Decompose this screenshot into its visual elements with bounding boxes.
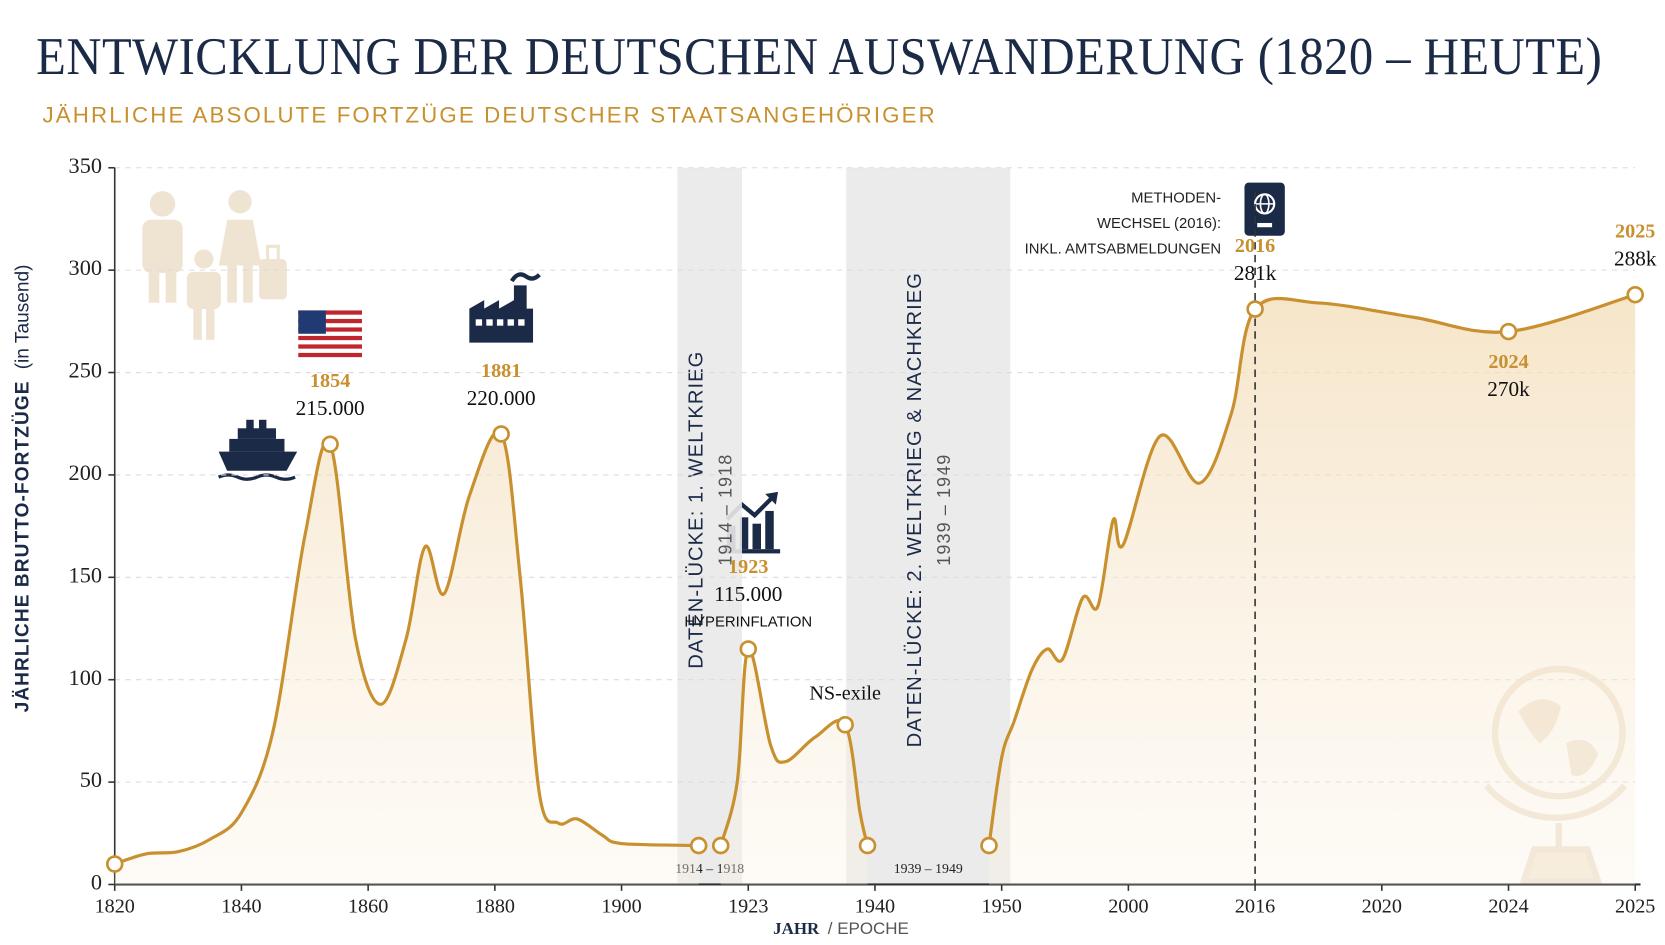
annotation-year: 2024 — [1488, 351, 1528, 373]
y-axis-title: JÄHRLICHE BRUTTO-FORTZÜGE (in Tausend) — [12, 264, 34, 712]
gap-label: DATEN-LÜCKE: 2. WELTKRIEG & NACHKRIEG — [904, 272, 926, 747]
annotation-year: 2025 — [1615, 221, 1655, 243]
annotation-value: 270k — [1487, 377, 1530, 401]
marker — [105, 855, 124, 873]
x-tick-label: 1840 — [221, 895, 261, 917]
x-tick-label: 2016 — [1235, 895, 1275, 917]
x-tick-label: 2024 — [1488, 895, 1528, 917]
area — [114, 294, 1636, 885]
x-tick-label: 1950 — [982, 895, 1022, 917]
gap-band — [846, 167, 1011, 885]
gap-band — [677, 167, 742, 885]
flag-icon — [298, 310, 362, 358]
x-tick-label: 1923 — [728, 895, 768, 917]
marker — [1626, 285, 1644, 304]
marker — [1246, 300, 1264, 318]
marker — [1499, 322, 1518, 341]
gap-range-label: 1939 – 1949 — [934, 454, 954, 566]
plot-area: DATEN-LÜCKE: 1. WELTKRIEG 1914 – 19181914… — [69, 153, 1657, 918]
x-tick-label: 2025 — [1615, 895, 1655, 917]
ship-icon — [217, 419, 298, 481]
x-tick-label: 1820 — [95, 895, 135, 917]
marker — [492, 425, 510, 443]
marker — [836, 715, 854, 734]
marker — [858, 836, 877, 855]
annotation-value: 281k — [1234, 261, 1277, 285]
x-tick-label: 1860 — [348, 895, 388, 917]
annotation-value: 115.000 — [714, 582, 782, 606]
gap-label: DATEN-LÜCKE: 1. WELTKRIEG — [685, 351, 707, 669]
x-tick-label: 2020 — [1362, 895, 1402, 917]
x-tick-label: 2000 — [1108, 895, 1148, 917]
annotation-year: 2016 — [1235, 235, 1275, 257]
annotation-note: HYPERINFLATION — [684, 614, 812, 630]
annotation-value: 288k — [1614, 247, 1657, 271]
annotation-value: 215.000 — [296, 396, 365, 420]
factory-icon — [469, 272, 541, 343]
x-axis-title: JAHR / EPOCHE — [773, 919, 909, 939]
passport-icon — [1244, 182, 1285, 236]
line — [114, 293, 1636, 866]
marker — [321, 435, 339, 453]
gap-range-axis-label: 1939 – 1949 — [894, 861, 963, 876]
chart-subtitle: JÄHRLICHE ABSOLUTE FORTZÜGE DEUTSCHER ST… — [43, 103, 937, 128]
y-tick-label: 200 — [69, 460, 102, 485]
y-tick-label: 300 — [69, 255, 102, 280]
x-tick-label: 1900 — [601, 895, 641, 917]
annotation-year: 1881 — [481, 360, 521, 382]
x-axis-label: JAHR — [773, 919, 820, 938]
y-axis-unit: (in Tausend) — [12, 264, 33, 369]
y-tick-label: 250 — [69, 358, 102, 383]
y-axis-label: JÄHRLICHE BRUTTO-FORTZÜGE — [12, 380, 33, 712]
x-tick-label: 1880 — [475, 895, 515, 917]
gap-range-label: 1914 – 1918 — [715, 454, 735, 566]
annotation-note: NS-exile — [809, 683, 881, 705]
marker — [689, 836, 708, 855]
marker — [980, 836, 998, 855]
marker — [711, 836, 730, 855]
marker — [739, 640, 758, 658]
y-tick-label: 350 — [69, 153, 102, 178]
y-tick-label: 50 — [80, 767, 102, 792]
method-change-label: INKL. AMTSABMELDUNGEN — [1025, 241, 1222, 257]
chart-title: ENTWICKLUNG DER DEUTSCHEN AUSWANDERUNG (… — [36, 28, 1602, 86]
y-tick-label: 100 — [69, 665, 102, 690]
y-tick-label: 150 — [69, 562, 102, 587]
people-icon — [142, 190, 287, 340]
method-change-label: WECHSEL (2016): — [1097, 216, 1221, 232]
y-tick-label: 0 — [91, 870, 102, 895]
x-tick-label: 1940 — [855, 895, 895, 917]
method-change-label: METHODEN- — [1131, 190, 1221, 206]
annotation-year: 1854 — [310, 370, 350, 392]
x-axis-suffix: / EPOCHE — [828, 920, 909, 939]
annotation-year: 1923 — [728, 556, 768, 578]
annotation-value: 220.000 — [467, 386, 536, 410]
